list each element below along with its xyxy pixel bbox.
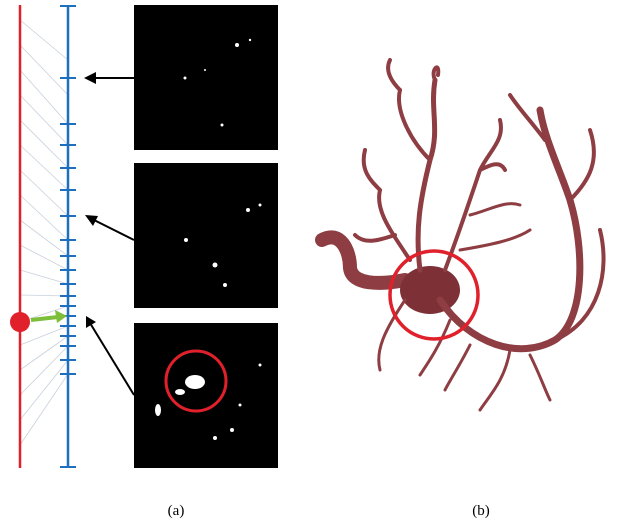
vessel bbox=[415, 77, 438, 273]
green-arrow bbox=[30, 315, 59, 322]
panel-a bbox=[10, 5, 278, 468]
vessel bbox=[443, 343, 552, 412]
highlight-circle-a bbox=[164, 349, 228, 413]
red-dot bbox=[10, 312, 30, 332]
black-arrows bbox=[89, 77, 135, 396]
highlight-circle-b bbox=[388, 249, 480, 341]
vessel bbox=[443, 118, 507, 272]
caption: (b) bbox=[472, 503, 490, 519]
slice-image-1 bbox=[134, 5, 278, 150]
slice-specks bbox=[155, 38, 262, 440]
black-arrowheads bbox=[84, 72, 98, 328]
green-arrowhead bbox=[55, 310, 67, 323]
vessel bbox=[386, 58, 441, 162]
mapping-lines bbox=[19, 19, 69, 446]
slice-image-2 bbox=[134, 163, 278, 308]
aneurysm bbox=[400, 266, 460, 314]
vessel bbox=[315, 230, 412, 290]
vessel bbox=[377, 202, 532, 377]
vessel bbox=[436, 106, 584, 353]
vessel bbox=[353, 148, 412, 262]
caption: (a) bbox=[168, 503, 185, 519]
vessel bbox=[508, 93, 606, 342]
slice-image-3 bbox=[134, 323, 278, 468]
blue-ticks bbox=[60, 5, 76, 468]
panel-b-vessels bbox=[315, 58, 606, 412]
